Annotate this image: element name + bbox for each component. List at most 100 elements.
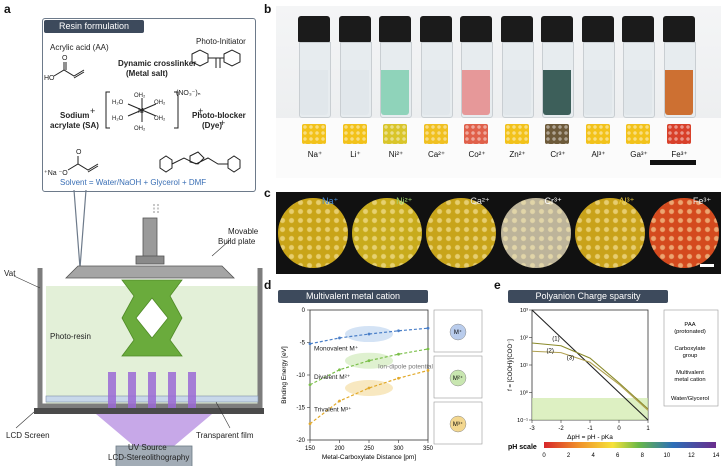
legend-text-1: (protonated) [674,329,706,335]
build-plate-label: Build plate [218,237,256,246]
y-tick-label-e: 10⁻¹ [517,418,528,424]
sample-9 [666,124,691,144]
series-point-1 [338,368,341,372]
chemical-structures: HO O M OH₂ H₂O OH₂ H₂O OH₂ OH₂ + + + ⁺Na… [44,49,241,177]
sodium-label: Sodium [60,111,90,120]
y-tick-label-d: -15 [296,406,305,412]
ph-tick-label: 12 [688,453,695,459]
vial-7 [581,16,615,118]
x-tick-label-d: 150 [305,446,316,452]
nitrate-label: (NO₃⁻)ₙ [176,90,201,97]
charge-sparsity-chart: -3 -2 -1 0 1 10⁻¹ 10⁰ 10¹ 10² 10³ (1) (2) (3) ΔpH = p… [508,308,720,459]
ion-label-c-0: Na⁺ [322,196,339,206]
y-tick-label-e: 10² [520,336,528,342]
series-point-2 [338,399,341,403]
panel-b-letter: b [264,2,272,16]
series-line-e-2 [531,350,649,411]
disc-0 [278,198,349,268]
svg-text:OH₂: OH₂ [154,116,166,122]
svg-text:OH₂: OH₂ [134,93,146,99]
ion-label-c-1: Ni²⁺ [396,196,413,206]
series-point-0 [308,342,312,346]
panel-e-letter: e [494,278,501,292]
svg-text:HO: HO [44,75,55,82]
disc-2 [426,198,497,268]
svg-text:M: M [138,108,144,115]
label-trivalent: Trivalent M³⁺ [314,407,352,414]
vial-3 [419,16,453,118]
vial-4 [460,16,493,118]
x-tick-label-e: 0 [617,426,621,432]
photo-initiator-structure [191,49,241,68]
ion-label-b-8: Ga³⁺ [630,150,648,159]
disc-photo-strip: Na⁺ Ni²⁺ Ca²⁺ Cr³⁺ Al³⁺ Fe³⁺ [276,192,721,274]
ion-label-b-6: Cr³⁺ [550,150,566,159]
disc-1 [352,198,423,268]
series-point-2 [426,369,430,372]
x-tick-label-e: -1 [587,426,593,432]
svg-text:OH₂: OH₂ [134,126,146,132]
dye-structure [159,151,241,173]
acrylic-acid-structure [53,62,85,79]
ion-label-b-1: Li⁺ [350,150,361,159]
vial-9 [662,16,696,118]
y-tick-label-d: -5 [300,341,306,347]
ion-label-c-2: Ca²⁺ [470,196,490,206]
x-tick-label-e: -3 [529,426,535,432]
ph-tick-label: 10 [664,453,671,459]
panel-a-letter: a [4,2,11,16]
metal-complex-structure [105,91,179,129]
svg-text:+: + [220,118,225,128]
y-tick-label-e: 10⁰ [520,390,529,397]
legend-text-6: Water/Glycerol [671,396,709,402]
panel-e-title: Polyanion Charge sparsity [508,290,668,303]
y-tick-label-e: 10³ [520,308,528,314]
vial-8 [622,16,655,118]
panel-d-title: Multivalent metal cation [278,290,428,303]
series-line-1 [309,348,429,386]
y-axis-label-e: f = [COOH]/[COO⁻] [508,339,514,391]
lcd-screen-label: LCD Screen [6,431,50,440]
scale-bar [650,160,696,165]
label-ion-dipole: Ion-dipole potential [378,364,433,371]
panel-c-letter: c [264,186,271,200]
x-tick-label-d: 300 [393,446,404,452]
series-point-1 [426,347,430,351]
sample-6 [545,124,569,144]
ion-label-b-2: Ni²⁺ [388,150,404,159]
photo-blocker-sub-label: (Dye) [202,121,223,130]
x-tick-label-e: -2 [558,426,564,432]
svg-text:H₂O: H₂O [112,116,124,122]
sample-5 [504,124,529,144]
x-tick-label-e: 1 [646,426,650,432]
uv-source-label: UV Source [128,443,167,452]
sample-4 [464,124,488,144]
legend-text-4: Multivalent [676,370,704,376]
series-point-2 [367,386,371,390]
series-point-1 [367,359,371,363]
series-point-2 [308,422,312,426]
ph-scale-label: pH scale [508,444,537,451]
photo-resin-label: Photo-resin [50,332,91,341]
scheme-label-1: M²⁺ [453,375,463,382]
sample-8 [626,124,650,144]
y-tick-label-d: 0 [302,308,306,314]
lcd-caption: LCD-Stereolithography [108,453,190,462]
movable-label: Movable [228,227,259,236]
legend-text-3: group [683,353,698,359]
curve-label-3: (3) [567,356,574,362]
svg-text:O: O [76,149,82,156]
ion-label-b-7: Al³⁺ [591,150,606,159]
panel-d-letter: d [264,278,272,292]
y-tick-label-d: -10 [296,373,305,379]
scheme-label-0: M⁺ [454,329,462,336]
series-point-1 [308,383,312,387]
ph-tick-label: 6 [616,453,620,459]
scheme-ion-0 [449,323,467,341]
sample-0 [302,124,326,144]
scheme-ion-2 [449,415,467,433]
x-tick-label-d: 250 [364,446,375,452]
ion-label-b-3: Ca²⁺ [427,150,446,159]
x-axis-label-d: Metal-Carboxylate Distance [pm] [322,454,416,461]
legend-text-5: metal cation [674,377,705,383]
